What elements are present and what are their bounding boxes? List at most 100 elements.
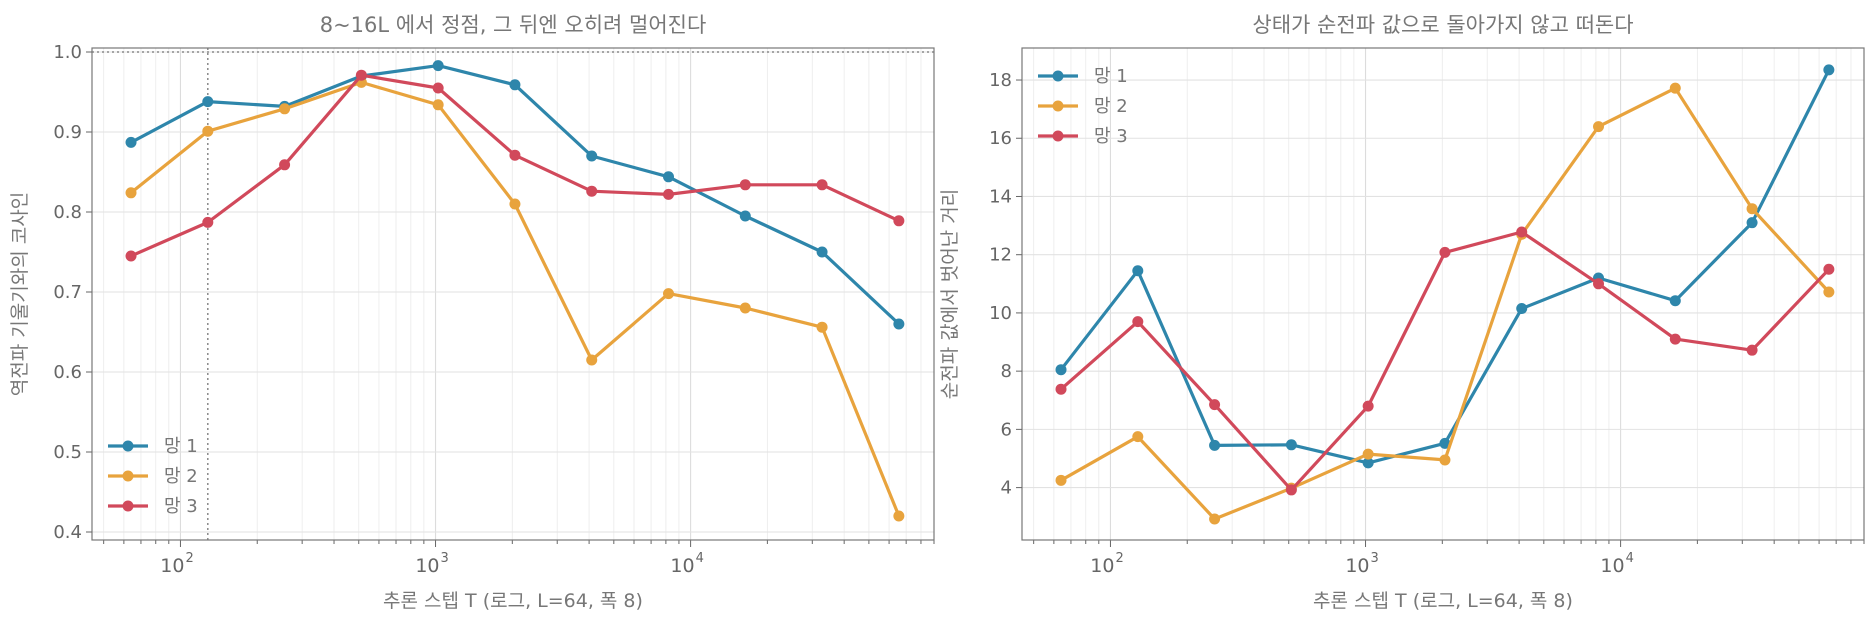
data-point xyxy=(432,60,444,72)
data-point xyxy=(586,185,598,197)
y-tick-label: 1.0 xyxy=(53,42,82,63)
grid-lines xyxy=(1022,48,1865,540)
data-point xyxy=(1055,383,1067,395)
data-point xyxy=(816,179,828,191)
data-point xyxy=(1439,454,1451,466)
data-point xyxy=(1132,265,1144,277)
axes-frame xyxy=(1021,47,1865,541)
data-point xyxy=(202,216,214,228)
x-tick-label: 10 3 xyxy=(1345,551,1378,577)
legend-label: 망 2 xyxy=(164,466,198,487)
x-tick-exponent: 3 xyxy=(1371,551,1379,566)
x-tick-base: 10 xyxy=(160,555,184,577)
x-tick-exponent: 4 xyxy=(1626,551,1634,566)
series-1 xyxy=(1055,64,1835,469)
data-point xyxy=(1439,246,1451,258)
x-tick-label: 10 2 xyxy=(160,551,193,577)
data-point xyxy=(125,187,137,199)
data-point xyxy=(1132,316,1144,328)
legend-label: 망 1 xyxy=(164,436,198,457)
legend: 망 1 망 2 망 3 xyxy=(1038,66,1128,147)
x-axis-label: 추론 스텝 T (로그, L=64, 폭 8) xyxy=(383,590,643,612)
data-point xyxy=(1362,448,1374,460)
data-point xyxy=(1516,226,1528,238)
series-2 xyxy=(1055,82,1835,525)
data-point xyxy=(663,171,675,183)
legend-label: 망 1 xyxy=(1094,66,1128,87)
y-tick-label: 0.8 xyxy=(53,202,82,223)
x-tick-label: 10 4 xyxy=(1600,551,1633,577)
data-point xyxy=(739,210,751,222)
data-point xyxy=(586,354,598,366)
y-tick-label: 12 xyxy=(989,245,1012,266)
data-point xyxy=(1746,344,1758,356)
x-tick-label: 10 3 xyxy=(415,551,448,577)
x-tick-base: 10 xyxy=(1090,555,1114,577)
y-tick-label: 0.6 xyxy=(53,362,82,383)
y-tick-label: 0.5 xyxy=(53,442,82,463)
x-tick-base: 10 xyxy=(1345,555,1369,577)
legend-swatch-marker xyxy=(1052,70,1064,82)
y-tick-label: 6 xyxy=(1001,419,1012,440)
data-point xyxy=(1285,484,1297,496)
series-line xyxy=(1059,230,1831,492)
legend: 망 1 망 2 망 3 xyxy=(108,436,198,517)
chart-title: 상태가 순전파 값으로 돌아가지 않고 떠돈다 xyxy=(1252,13,1633,37)
data-point xyxy=(1823,263,1835,275)
x-tick-exponent: 2 xyxy=(1115,551,1123,566)
y-tick-label: 0.9 xyxy=(53,122,82,143)
data-point xyxy=(739,179,751,191)
data-point xyxy=(125,250,137,262)
chart-panel-1: 0.40.50.60.70.80.91.010 2 10 3 10 48~16L 에서 정… xyxy=(9,13,935,612)
legend-label: 망 3 xyxy=(164,496,198,517)
data-point xyxy=(1209,439,1221,451)
data-point xyxy=(586,150,598,162)
data-point xyxy=(1285,439,1297,451)
x-tick-label: 10 2 xyxy=(1090,551,1123,577)
data-point xyxy=(1209,399,1221,411)
y-tick-label: 4 xyxy=(1001,478,1012,499)
x-tick-label: 10 4 xyxy=(670,551,703,577)
data-point xyxy=(1593,121,1605,133)
data-point xyxy=(279,103,291,115)
x-axis-label: 추론 스텝 T (로그, L=64, 폭 8) xyxy=(1313,590,1573,612)
y-axis-label: 역전파 기울기와의 코사인 xyxy=(9,192,31,396)
data-point xyxy=(1439,437,1451,449)
y-tick-label: 8 xyxy=(1001,361,1012,382)
data-point xyxy=(355,69,367,81)
x-tick-exponent: 4 xyxy=(696,551,704,566)
x-tick-exponent: 2 xyxy=(185,551,193,566)
legend-swatch-marker xyxy=(122,500,134,512)
data-point xyxy=(893,510,905,522)
x-tick-base: 10 xyxy=(670,555,694,577)
data-point xyxy=(279,159,291,171)
data-point xyxy=(125,136,137,148)
data-point xyxy=(1362,457,1374,469)
data-point xyxy=(1823,286,1835,298)
data-point xyxy=(1209,513,1221,525)
data-point xyxy=(663,188,675,200)
data-point xyxy=(432,82,444,94)
legend-swatch-marker xyxy=(122,470,134,482)
axes-frame xyxy=(91,47,935,541)
series-line xyxy=(1059,86,1831,521)
legend-swatch-marker xyxy=(1052,100,1064,112)
data-point xyxy=(509,198,521,210)
data-point xyxy=(1055,364,1067,376)
chart-title: 8~16L 에서 정점, 그 뒤엔 오히려 멀어진다 xyxy=(320,13,707,37)
series-line xyxy=(1059,68,1831,465)
y-tick-label: 18 xyxy=(989,70,1012,91)
data-point xyxy=(739,302,751,314)
data-point xyxy=(663,288,675,300)
y-tick-label: 16 xyxy=(989,128,1012,149)
data-point xyxy=(1746,217,1758,229)
data-point xyxy=(1593,278,1605,290)
data-point xyxy=(509,149,521,161)
data-point xyxy=(893,318,905,330)
series-3 xyxy=(125,69,905,262)
y-tick-label: 0.4 xyxy=(53,522,82,543)
series-3 xyxy=(1055,226,1835,496)
data-point xyxy=(893,215,905,227)
y-tick-label: 10 xyxy=(989,303,1012,324)
